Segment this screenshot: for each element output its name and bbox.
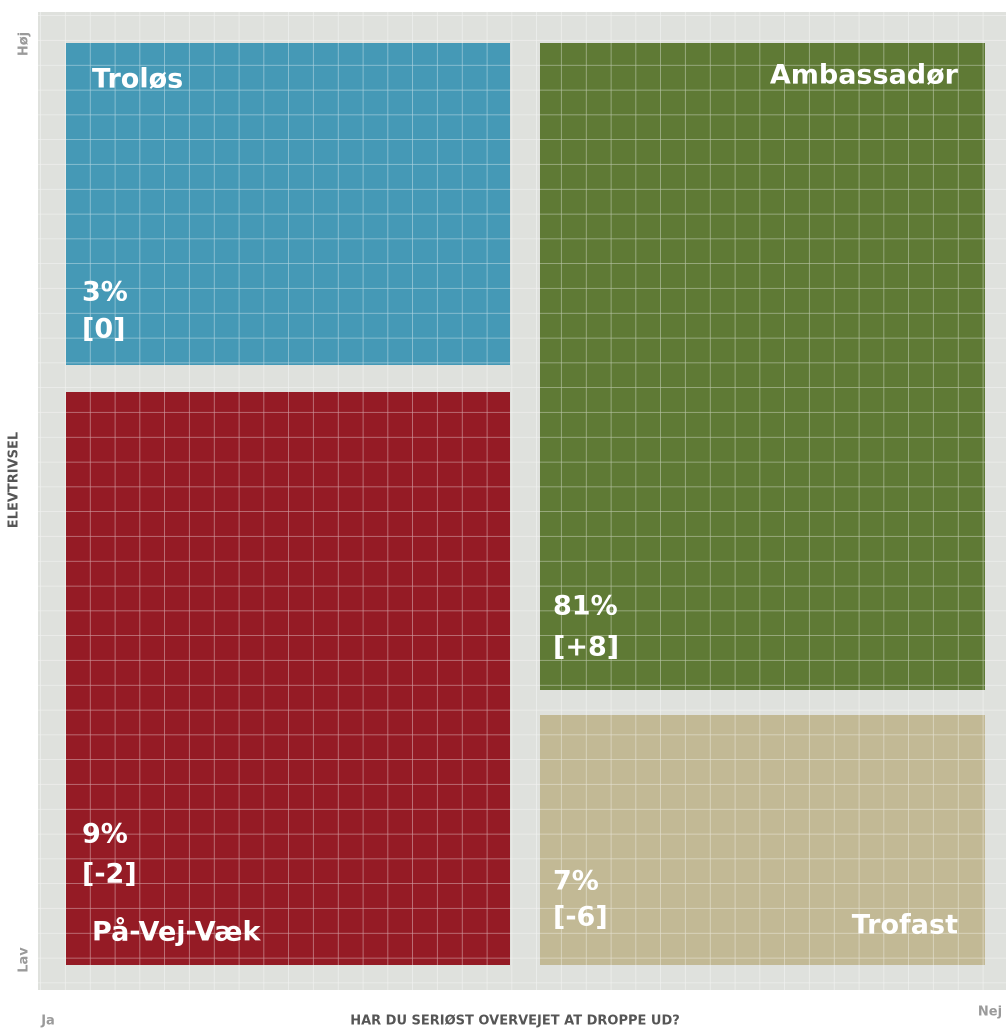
quadrant-change: [-2] xyxy=(82,859,137,890)
y-high-label: Høj xyxy=(17,32,32,56)
grid xyxy=(38,12,1006,990)
quadrant-title: På-Vej-Væk xyxy=(92,916,261,948)
quadrant-change: [0] xyxy=(82,314,125,345)
quadrant-share: 3% xyxy=(82,277,128,308)
quadrant-share: 9% xyxy=(82,819,128,850)
y-low-label: Lav xyxy=(17,947,32,973)
quadrant-change: [-6] xyxy=(553,902,608,933)
x-left-label: Ja xyxy=(40,1014,55,1029)
quadrant-title: Ambassadør xyxy=(770,60,959,91)
quadrant-change: [+8] xyxy=(553,632,619,663)
quadrant-share: 7% xyxy=(553,866,599,897)
y-axis-label: ELEVTRIVSEL xyxy=(7,432,22,528)
quadrant-title: Troløs xyxy=(92,64,183,95)
x-right-label: Nej xyxy=(978,1005,1002,1020)
quadrant-title: Trofast xyxy=(852,910,958,941)
quadrant-share: 81% xyxy=(553,591,618,622)
x-axis-label: HAR DU SERIØST OVERVEJET AT DROPPE UD? xyxy=(350,1014,680,1029)
